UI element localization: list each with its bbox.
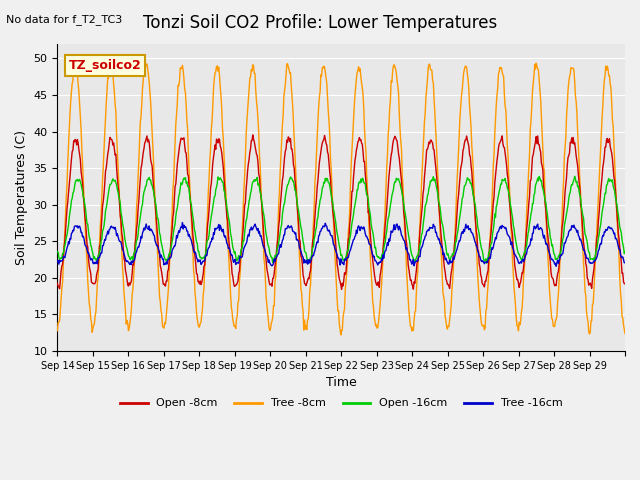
Text: Tonzi Soil CO2 Profile: Lower Temperatures: Tonzi Soil CO2 Profile: Lower Temperatur… [143, 14, 497, 33]
Text: No data for f_T2_TC3: No data for f_T2_TC3 [6, 14, 123, 25]
Text: TZ_soilco2: TZ_soilco2 [68, 59, 141, 72]
X-axis label: Time: Time [326, 376, 356, 389]
Y-axis label: Soil Temperatures (C): Soil Temperatures (C) [15, 130, 28, 265]
Legend: Open -8cm, Tree -8cm, Open -16cm, Tree -16cm: Open -8cm, Tree -8cm, Open -16cm, Tree -… [115, 394, 567, 413]
